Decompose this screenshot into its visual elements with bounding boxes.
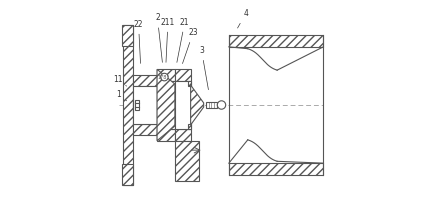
Bar [157,81,175,129]
Circle shape [218,101,225,109]
Bar [206,102,218,108]
Bar [157,69,175,81]
Bar [229,35,323,47]
Circle shape [161,73,168,81]
Bar [123,25,133,185]
Bar [122,25,133,46]
Text: 21: 21 [177,18,190,62]
Bar [135,100,139,110]
Text: 3: 3 [199,46,208,90]
Bar [133,86,157,124]
Bar [175,141,199,181]
Bar [122,164,133,185]
Text: 211: 211 [161,18,175,62]
Text: 4: 4 [237,9,248,28]
Bar [188,124,190,129]
Bar [229,163,323,175]
Text: 1: 1 [116,90,127,101]
Bar [175,69,190,81]
Bar [133,75,157,86]
Text: 178°: 178° [157,75,169,80]
Bar [188,81,190,86]
Bar [175,81,190,129]
Text: 23: 23 [183,28,198,63]
Polygon shape [190,85,204,125]
Text: 2: 2 [155,13,163,62]
Text: 22: 22 [134,20,143,63]
Bar [157,129,175,141]
Bar [175,129,190,141]
Polygon shape [157,69,175,141]
Bar [133,124,157,135]
Text: 11: 11 [113,75,127,86]
